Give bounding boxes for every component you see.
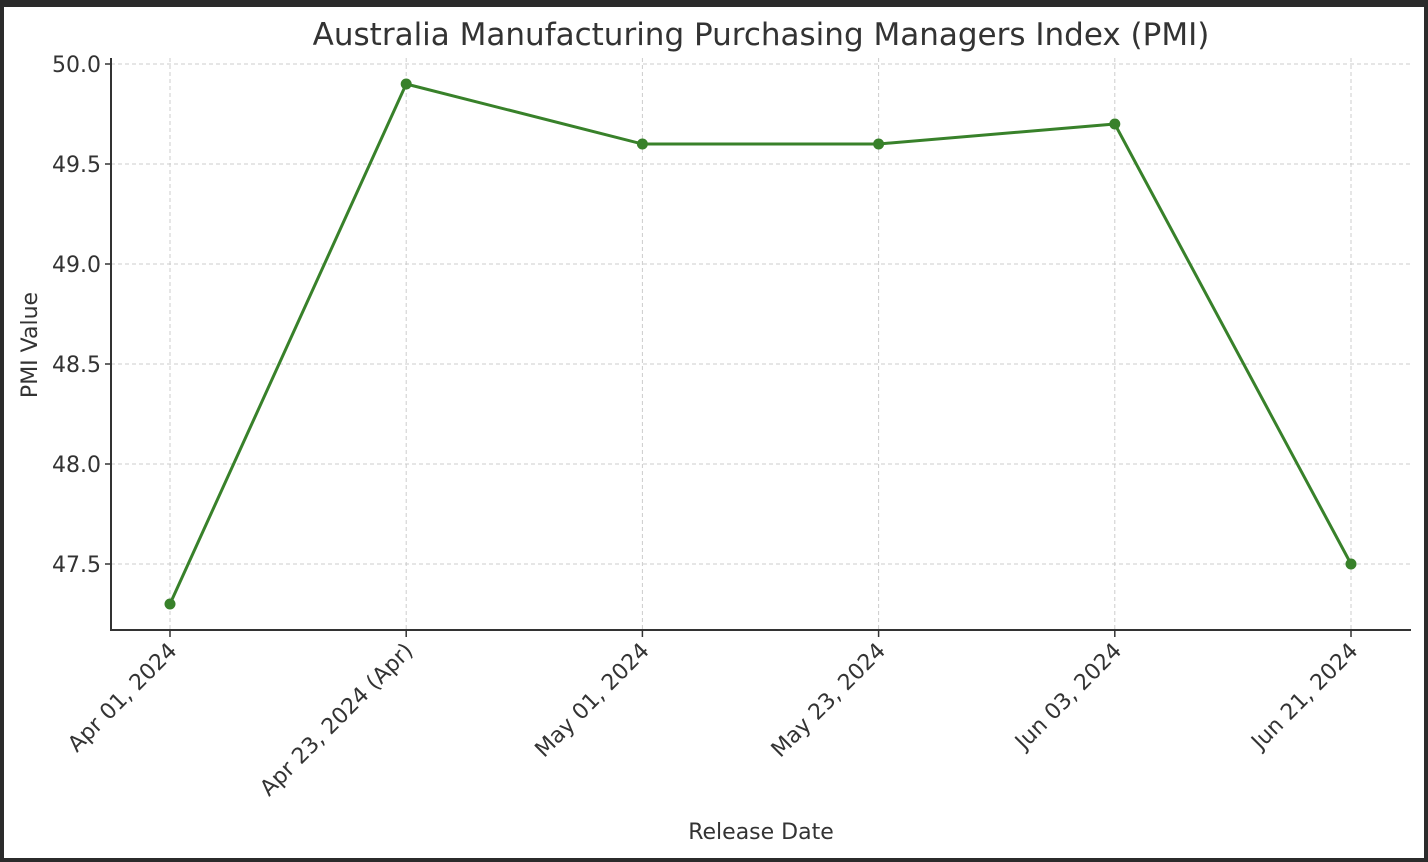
y-tick-label: 48.0: [52, 453, 101, 478]
x-tick-label: Jun 03, 2024: [1009, 639, 1127, 757]
y-tick-label: 49.0: [52, 253, 101, 278]
x-tick-label: Apr 23, 2024 (Apr): [256, 639, 419, 802]
y-tick-label: 47.5: [52, 553, 101, 578]
chart-title: Australia Manufacturing Purchasing Manag…: [313, 17, 1210, 53]
x-tick-label: Jun 21, 2024: [1246, 639, 1364, 757]
data-point: [636, 138, 648, 150]
data-point: [1109, 118, 1121, 130]
data-point: [164, 598, 176, 610]
x-axis-label: Release Date: [688, 820, 834, 845]
y-tick-label: 48.5: [52, 353, 101, 378]
y-tick-label: 50.0: [52, 53, 101, 78]
x-tick-label: Apr 01, 2024: [63, 639, 182, 758]
data-point: [873, 138, 885, 150]
y-tick-label: 49.5: [52, 153, 101, 178]
series-line: [168, 82, 1353, 605]
axis-spines: [110, 58, 1411, 631]
x-tick-label: May 01, 2024: [531, 639, 655, 763]
data-series: [164, 78, 1357, 610]
chart-frame: [4, 7, 1424, 858]
data-point: [400, 78, 412, 90]
x-tick-label: May 23, 2024: [767, 639, 891, 763]
y-axis-label: PMI Value: [18, 292, 43, 398]
grid-lines: [111, 58, 1411, 630]
data-point: [1345, 558, 1357, 570]
